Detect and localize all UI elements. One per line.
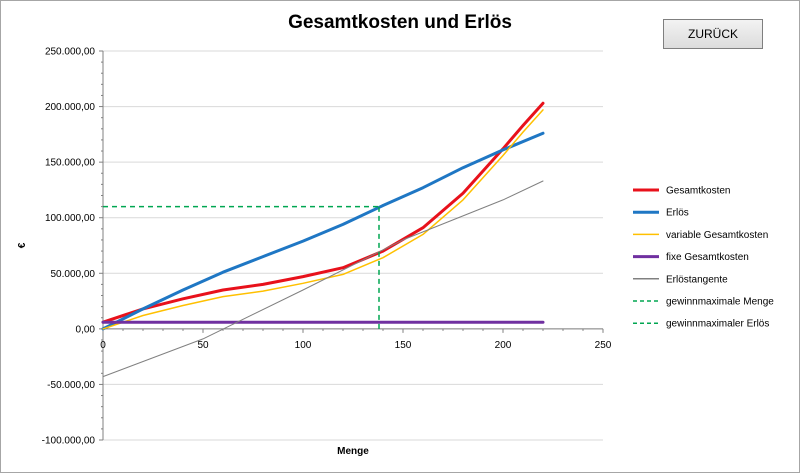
legend-label: gewinnmaximale Menge — [666, 297, 774, 308]
tick-labels: 250.000,00 200.000,00 150.000,00 100.000,00… — [17, 47, 612, 458]
legend: Gesamtkosten Erlös variable Gesamtkosten fi… — [633, 186, 774, 330]
y-axis-label: € — [17, 242, 28, 248]
legend-label: Gesamtkosten — [666, 186, 730, 197]
x-tick-label: 100 — [295, 340, 312, 351]
x-tick-label: 0 — [100, 340, 106, 351]
legend-label: fixe Gesamtkosten — [666, 252, 749, 263]
y-tick-label: -100.000,00 — [42, 436, 96, 447]
x-tick-label: 50 — [197, 340, 209, 351]
series-line-1 — [101, 101, 545, 324]
series-line-2 — [101, 131, 545, 331]
y-tick-label: 250.000,00 — [45, 47, 95, 58]
series-lines — [101, 101, 545, 378]
legend-label: gewinnmaximaler Erlös — [666, 319, 769, 330]
series-line-5 — [102, 180, 544, 378]
y-tick-label: 200.000,00 — [45, 102, 95, 113]
y-tick-label: 100.000,00 — [45, 213, 95, 224]
x-tick-label: 250 — [595, 340, 612, 351]
x-tick-label: 200 — [495, 340, 512, 351]
chart-title: Gesamtkosten und Erlös — [288, 12, 512, 33]
x-axis-label: Menge — [337, 446, 369, 457]
back-button[interactable]: ZURÜCK — [663, 19, 763, 49]
y-tick-label: 50.000,00 — [51, 269, 96, 280]
gridlines — [103, 50, 603, 441]
y-tick-label: 150.000,00 — [45, 158, 95, 169]
y-tick-label: 0,00 — [76, 324, 96, 335]
x-tick-label: 150 — [395, 340, 412, 351]
axes — [99, 50, 604, 441]
legend-label: variable Gesamtkosten — [666, 230, 768, 241]
series-line-3 — [102, 109, 544, 330]
legend-label: Erlös — [666, 208, 689, 219]
y-tick-label: -50.000,00 — [47, 380, 95, 391]
legend-label: Erlöstangente — [666, 274, 728, 285]
